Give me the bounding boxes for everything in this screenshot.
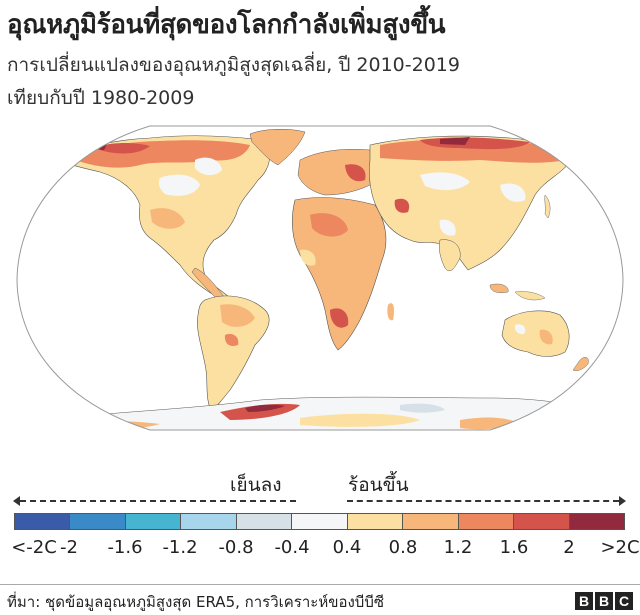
legend-swatch (458, 514, 515, 529)
legend-swatch (514, 514, 570, 529)
south-america (197, 295, 270, 413)
legend-swatch (236, 514, 293, 529)
bbc-logo-block: B (595, 592, 613, 610)
legend-swatch (292, 514, 348, 529)
legend-swatch (403, 514, 459, 529)
cooling-label: เย็นลง (230, 474, 282, 496)
legend-tick-label: 1.6 (499, 537, 529, 558)
world-temperature-map (16, 125, 624, 431)
warming-label: ร้อนขึ้น (348, 474, 409, 496)
australia (501, 310, 570, 357)
legend-tick-label: -2 (60, 537, 78, 558)
legend-tick-label: 0.8 (388, 537, 418, 558)
greenland (249, 129, 306, 166)
arrow-right-icon (619, 496, 626, 506)
asia (368, 135, 571, 271)
legend-swatch (70, 514, 126, 529)
legend-swatch (347, 514, 404, 529)
source-note: ที่มา: ชุดข้อมูลอุณหภูมิสูงสุด ERA5, การ… (7, 593, 385, 611)
bbc-logo-block: C (615, 592, 633, 610)
legend-tick-label: 1.2 (443, 537, 473, 558)
legend-swatch (15, 514, 71, 529)
legend-tick-label: <-2C (11, 537, 57, 558)
footer-divider (0, 584, 640, 585)
legend-tick-label: -1.2 (162, 537, 198, 558)
legend-tick-label: -0.8 (218, 537, 254, 558)
legend-swatch (569, 514, 624, 529)
legend-swatch (125, 514, 182, 529)
color-legend-bar (14, 513, 625, 530)
legend-tick-label: >2C (600, 537, 640, 558)
legend-tick-label: -1.6 (107, 537, 143, 558)
legend-tick-label: 0.4 (332, 537, 362, 558)
chart-title: อุณหภูมิร้อนที่สุดของโลกกำลังเพิ่มสูงขึ้… (7, 10, 446, 40)
chart-subtitle-line1: การเปลี่ยนแปลงของอุณหภูมิสูงสุดเฉลี่ย, ป… (7, 54, 460, 76)
bbc-logo-block: B (575, 592, 593, 610)
arrow-left-icon (13, 496, 20, 506)
legend-swatch (181, 514, 237, 529)
warming-dashed-line (347, 500, 619, 502)
cooling-dashed-line (20, 500, 296, 502)
legend-tick-label: -0.4 (274, 537, 310, 558)
chart-subtitle-line2: เทียบกับปี 1980-2009 (7, 87, 195, 109)
legend-tick-label: 2 (563, 537, 575, 558)
